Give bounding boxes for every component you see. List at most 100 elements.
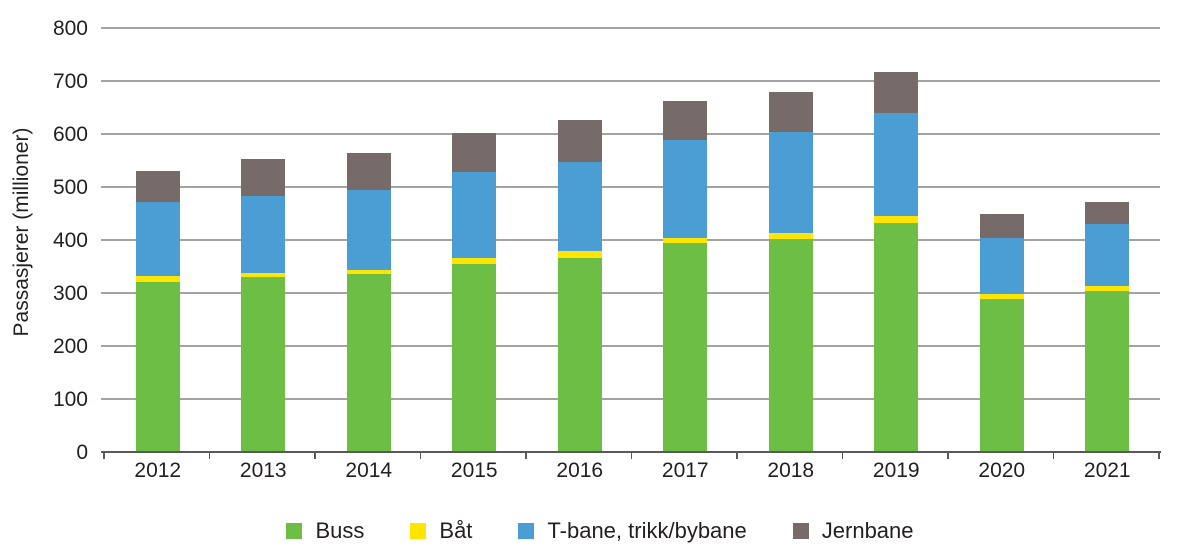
bar-segment-2018-t-bane-trikk-bybane — [768, 131, 813, 234]
y-tick-label-100: 100 — [52, 388, 88, 411]
gridline-300 — [101, 292, 1160, 294]
bar-segment-2019-båt — [874, 215, 919, 224]
bar-segment-2021-t-bane-trikk-bybane — [1085, 224, 1130, 287]
legend-item-t-bane-trikk-bybane: T-bane, trikk/bybane — [518, 518, 747, 544]
bar-segment-2020-t-bane-trikk-bybane — [979, 237, 1024, 294]
bar-segment-2018-buss — [768, 238, 813, 452]
legend-swatch-icon — [286, 523, 303, 539]
bar-2018 — [768, 91, 813, 452]
bar-segment-2012-jernbane — [135, 170, 180, 203]
x-tick-label-2020: 2020 — [978, 459, 1026, 482]
legend-item-jernbane: Jernbane — [792, 518, 914, 544]
y-tick-label-500: 500 — [52, 176, 88, 199]
gridline-100 — [101, 398, 1160, 400]
bar-segment-2020-jernbane — [979, 213, 1024, 238]
x-axis-tick-mark — [419, 452, 421, 459]
bar-segment-2019-buss — [874, 223, 919, 452]
x-tick-label-2019: 2019 — [872, 459, 920, 482]
bar-segment-2013-jernbane — [241, 158, 286, 196]
bar-segment-2014-båt — [346, 269, 391, 274]
plot-area — [101, 27, 1160, 452]
bar-segment-2013-båt — [241, 272, 286, 278]
x-axis-tick-mark — [103, 452, 105, 459]
x-axis-tick-mark — [1052, 452, 1054, 459]
x-tick-label-2014: 2014 — [345, 459, 393, 482]
gridline-700 — [101, 80, 1160, 82]
bar-segment-2021-jernbane — [1085, 202, 1130, 225]
gridline-500 — [101, 186, 1160, 188]
bar-segment-2015-jernbane — [452, 133, 497, 173]
legend: Buss Båt T-bane, trikk/bybane Jernbane — [0, 518, 1200, 544]
legend-label: Buss — [315, 518, 365, 543]
x-tick-label-2012: 2012 — [134, 459, 182, 482]
bar-2015 — [452, 133, 497, 452]
x-axis-tick-mark — [630, 452, 632, 459]
bar-segment-2016-t-bane-trikk-bybane — [557, 161, 602, 251]
legend-item-buss: Buss — [286, 518, 364, 544]
bar-2020 — [979, 213, 1024, 452]
bar-segment-2018-jernbane — [768, 91, 813, 132]
y-tick-label-200: 200 — [52, 335, 88, 358]
bar-segment-2014-buss — [346, 273, 391, 452]
bar-segment-2016-buss — [557, 257, 602, 452]
bar-segment-2017-buss — [663, 242, 708, 452]
x-tick-label-2015: 2015 — [450, 459, 498, 482]
bar-segment-2015-buss — [452, 263, 497, 452]
legend-swatch-icon — [518, 523, 535, 539]
bar-segment-2015-båt — [452, 258, 497, 264]
bar-segment-2017-båt — [663, 237, 708, 243]
x-axis-tick-mark — [947, 452, 949, 459]
bar-segment-2016-jernbane — [557, 119, 602, 162]
x-tick-label-2013: 2013 — [239, 459, 287, 482]
legend-label: Båt — [439, 518, 473, 543]
bar-2016 — [557, 119, 602, 452]
x-axis-tick-mark — [1158, 452, 1160, 459]
x-axis-tick-mark — [314, 452, 316, 459]
x-tick-label-2017: 2017 — [661, 459, 709, 482]
bar-2019 — [874, 71, 919, 452]
gridline-800 — [101, 27, 1160, 29]
legend-swatch-icon — [410, 523, 427, 539]
bar-segment-2021-buss — [1085, 291, 1130, 452]
legend-item-båt: Båt — [410, 518, 472, 544]
y-tick-label-800: 800 — [52, 17, 88, 40]
y-tick-label-300: 300 — [52, 282, 88, 305]
bar-segment-2016-båt — [557, 250, 602, 258]
x-axis-tick-mark — [841, 452, 843, 459]
y-tick-label-600: 600 — [52, 123, 88, 146]
legend-label: Jernbane — [821, 518, 914, 543]
bar-segment-2020-båt — [979, 293, 1024, 300]
gridline-400 — [101, 239, 1160, 241]
bar-2013 — [241, 158, 286, 452]
bar-2021 — [1085, 202, 1130, 452]
x-tick-label-2016: 2016 — [556, 459, 604, 482]
bar-2014 — [346, 153, 391, 452]
x-tick-label-2018: 2018 — [767, 459, 815, 482]
bar-segment-2012-t-bane-trikk-bybane — [135, 202, 180, 277]
bar-segment-2017-t-bane-trikk-bybane — [663, 139, 708, 238]
x-tick-label-2021: 2021 — [1083, 459, 1131, 482]
bar-segment-2019-jernbane — [874, 71, 919, 114]
x-axis-tick-mark — [525, 452, 527, 459]
x-axis-tick-mark — [736, 452, 738, 459]
bar-segment-2014-t-bane-trikk-bybane — [346, 189, 391, 270]
bar-segment-2015-t-bane-trikk-bybane — [452, 172, 497, 259]
bar-segment-2018-båt — [768, 233, 813, 239]
gridline-600 — [101, 133, 1160, 135]
bar-segment-2017-jernbane — [663, 100, 708, 140]
bar-segment-2012-båt — [135, 276, 180, 283]
bar-2012 — [135, 170, 180, 452]
bar-segment-2014-jernbane — [346, 153, 391, 190]
bar-segment-2020-buss — [979, 299, 1024, 452]
bar-segment-2013-t-bane-trikk-bybane — [241, 195, 286, 273]
y-tick-label-400: 400 — [52, 229, 88, 252]
y-tick-label-0: 0 — [76, 441, 88, 464]
bar-2017 — [663, 100, 708, 452]
x-axis-tick-mark — [208, 452, 210, 459]
bar-segment-2021-båt — [1085, 286, 1130, 292]
bar-segment-2012-buss — [135, 282, 180, 452]
bar-segment-2013-buss — [241, 277, 286, 452]
bar-segment-2019-t-bane-trikk-bybane — [874, 113, 919, 216]
legend-label: T-bane, trikk/bybane — [547, 518, 747, 543]
